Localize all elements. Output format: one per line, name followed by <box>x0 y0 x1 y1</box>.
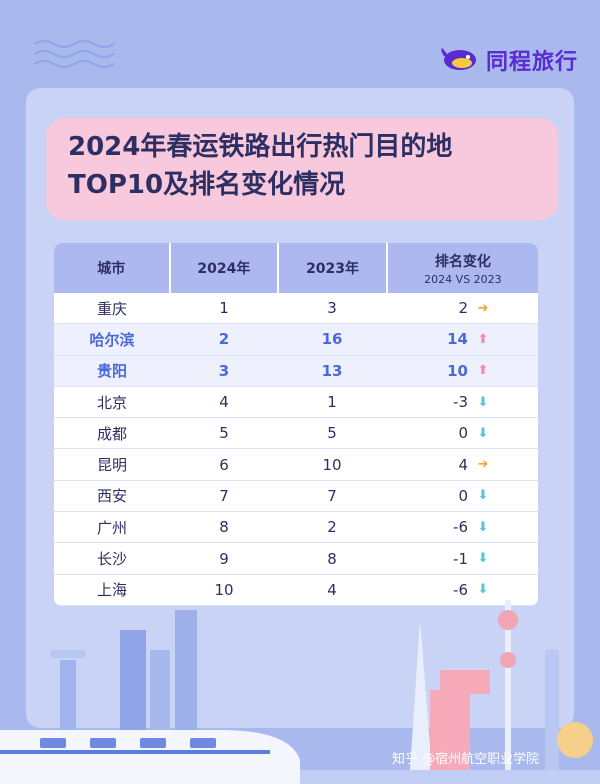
cell-rank-change: -3 ⬇ <box>386 393 538 411</box>
cell-city: 哈尔滨 <box>89 330 135 349</box>
table-row: 贵阳 3 13 10 ⬆ <box>54 355 538 387</box>
cell-city: 昆明 <box>96 456 127 475</box>
cell-rank-2024: 10 <box>214 580 234 599</box>
cell-city: 重庆 <box>96 299 127 318</box>
cell-rank-2024: 5 <box>219 424 229 443</box>
header-2023: 2023年 <box>279 243 388 293</box>
cell-rank-2023: 4 <box>327 580 337 599</box>
cell-rank-2024: 1 <box>219 299 229 318</box>
cell-rank-2023: 13 <box>321 361 343 380</box>
cell-rank-2024: 4 <box>219 393 229 412</box>
table-row: 广州 8 2 -6 ⬇ <box>54 512 538 544</box>
cell-city: 广州 <box>96 518 127 537</box>
title-line-1: 2024年春运铁路出行热门目的地 <box>68 132 453 162</box>
cell-rank-change: 0 ⬇ <box>386 424 538 442</box>
cell-city: 贵阳 <box>96 362 127 381</box>
city-skyline-illustration <box>0 600 600 784</box>
arrow-down-icon: ⬇ <box>477 582 489 598</box>
watermark: 知乎 @宿州航空职业学院 <box>392 752 540 767</box>
table-row: 成都 5 5 0 ⬇ <box>54 418 538 450</box>
table-row: 昆明 6 10 4 ➜ <box>54 449 538 481</box>
cell-rank-2024: 6 <box>219 455 229 474</box>
cell-rank-2023: 1 <box>327 393 337 412</box>
arrow-down-icon: ⬇ <box>477 519 489 535</box>
table-row: 重庆 1 3 2 ➜ <box>54 293 538 325</box>
arrow-down-icon: ⬇ <box>477 394 489 410</box>
cell-rank-change: 0 ⬇ <box>386 487 538 505</box>
cell-rank-change: 14 ⬆ <box>386 330 538 348</box>
change-value: 2 <box>458 299 468 318</box>
page-title: 2024年春运铁路出行热门目的地 TOP10及排名变化情况 <box>68 128 558 204</box>
change-value: -6 <box>453 518 468 537</box>
arrow-up-icon: ⬆ <box>477 331 489 347</box>
header-2024: 2024年 <box>171 243 280 293</box>
table-row: 北京 4 1 -3 ⬇ <box>54 387 538 419</box>
whale-logo-icon <box>441 48 476 70</box>
cell-rank-change: 2 ➜ <box>386 299 538 317</box>
title-line-2: TOP10及排名变化情况 <box>68 170 346 200</box>
table-row: 哈尔滨 2 16 14 ⬆ <box>54 324 538 356</box>
cell-city: 上海 <box>96 581 127 600</box>
wave-decoration-icon <box>34 40 114 68</box>
change-value: 4 <box>458 455 468 474</box>
cell-city: 西安 <box>96 487 127 506</box>
brand-logo: 同程旅行 <box>440 44 578 76</box>
cell-rank-2023: 7 <box>327 486 337 505</box>
cell-rank-change: -6 ⬇ <box>386 581 538 599</box>
change-value: -3 <box>453 393 468 412</box>
cell-rank-2023: 10 <box>322 455 342 474</box>
brand-name: 同程旅行 <box>485 50 578 75</box>
change-value: 0 <box>458 486 468 505</box>
cell-rank-2023: 8 <box>327 549 337 568</box>
cell-rank-change: -1 ⬇ <box>386 550 538 568</box>
cell-city: 长沙 <box>96 550 127 569</box>
change-value: 14 <box>447 330 468 349</box>
cell-rank-change: -6 ⬇ <box>386 518 538 536</box>
table-row: 长沙 9 8 -1 ⬇ <box>54 543 538 575</box>
header-city: 城市 <box>54 243 171 293</box>
cell-rank-2023: 2 <box>327 518 337 537</box>
table-header: 城市 2024年 2023年 排名变化 2024 VS 2023 <box>54 243 538 293</box>
cell-rank-2024: 8 <box>219 518 229 537</box>
cell-rank-2023: 5 <box>327 424 337 443</box>
arrow-right-icon: ➜ <box>477 457 489 473</box>
cell-rank-2024: 9 <box>219 549 229 568</box>
arrow-down-icon: ⬇ <box>477 551 489 567</box>
arrow-right-icon: ➜ <box>477 300 489 316</box>
table-row: 西安 7 7 0 ⬇ <box>54 481 538 513</box>
change-value: 0 <box>458 424 468 443</box>
cell-city: 成都 <box>96 424 127 443</box>
change-value: 10 <box>447 361 468 380</box>
cell-rank-2024: 2 <box>218 330 230 349</box>
cell-rank-2024: 7 <box>219 486 229 505</box>
arrow-down-icon: ⬇ <box>477 488 489 504</box>
table-body: 重庆 1 3 2 ➜ 哈尔滨 2 16 14 ⬆ 贵阳 3 13 10 ⬆ 北京 4 1 -3 ⬇ 成都 5 5 0 ⬇ 昆明 6 1… <box>54 293 538 606</box>
ranking-table: 城市 2024年 2023年 排名变化 2024 VS 2023 重庆 1 3 2 ➜ 哈… <box>54 243 538 606</box>
change-value: -6 <box>453 580 468 599</box>
header-change: 排名变化 2024 VS 2023 <box>424 253 502 286</box>
change-value: -1 <box>453 549 468 568</box>
table-row: 上海 10 4 -6 ⬇ <box>54 575 538 606</box>
cell-rank-2024: 3 <box>218 361 230 380</box>
cell-rank-change: 10 ⬆ <box>386 362 538 380</box>
arrow-up-icon: ⬆ <box>477 363 489 379</box>
cell-rank-change: 4 ➜ <box>386 456 538 474</box>
arrow-down-icon: ⬇ <box>477 425 489 441</box>
title-banner <box>46 118 558 220</box>
cell-city: 北京 <box>96 393 127 412</box>
cell-rank-2023: 3 <box>327 299 337 318</box>
cell-rank-2023: 16 <box>321 330 343 349</box>
